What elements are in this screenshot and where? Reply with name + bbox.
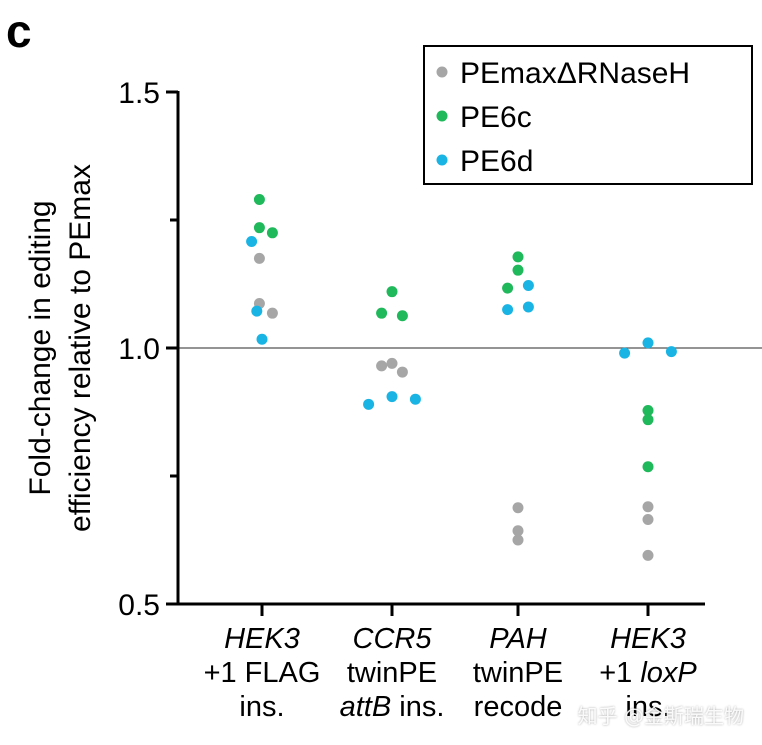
data-point: [642, 549, 654, 561]
x-tick-label: HEK3: [224, 623, 300, 655]
data-point: [266, 307, 278, 319]
data-point: [253, 194, 265, 206]
x-tick-label-segment: CCR5: [353, 623, 433, 655]
x-tick-label-segment: HEK3: [224, 623, 300, 655]
legend-box: [423, 45, 753, 185]
x-tick-label-segment: attB: [340, 691, 392, 723]
watermark: 知乎 @金斯瑞生物: [577, 704, 744, 728]
legend-entry: PEmaxΔRNaseH: [460, 57, 690, 90]
legend-entry: PE6c: [460, 101, 532, 134]
legend-marker: [436, 66, 448, 78]
x-tick-label: +1 FLAG: [204, 657, 321, 689]
x-tick-label-segment: PAH: [489, 623, 547, 655]
x-tick-label: ins.: [239, 691, 284, 723]
data-point: [642, 414, 654, 426]
x-tick-label: CCR5: [353, 623, 433, 655]
data-point: [642, 514, 654, 526]
data-point: [251, 305, 263, 317]
y-tick-label: 0.5: [118, 589, 160, 622]
data-point: [409, 393, 421, 405]
data-point: [665, 346, 677, 358]
x-tick-label-segment: twinPE: [347, 657, 437, 689]
data-point: [386, 391, 398, 403]
x-tick-label: attB ins.: [340, 691, 445, 723]
data-point: [386, 286, 398, 298]
x-tick-label-segment: +1 FLAG: [204, 657, 321, 689]
data-point: [363, 398, 375, 410]
data-point: [619, 347, 631, 359]
data-point: [266, 227, 278, 239]
legend-marker: [436, 110, 448, 122]
data-point: [522, 301, 534, 313]
legend-entry: PE6d: [460, 145, 533, 178]
x-tick-label-segment: HEK3: [610, 623, 686, 655]
y-axis-label: efficiency relative to PEmax: [64, 164, 97, 532]
data-point: [376, 360, 388, 372]
data-point: [642, 404, 654, 416]
data-point: [396, 310, 408, 322]
data-point: [522, 280, 534, 292]
x-tick-label-segment: recode: [474, 691, 563, 723]
y-tick-label: 1.0: [118, 333, 160, 366]
data-point: [512, 534, 524, 546]
data-point: [502, 304, 514, 316]
data-point: [396, 366, 408, 378]
panel-label: c: [6, 5, 32, 57]
data-point: [512, 502, 524, 514]
x-tick-label: twinPE: [473, 657, 563, 689]
x-tick-label-segment: ins.: [625, 691, 670, 723]
x-tick-label: recode: [474, 691, 563, 723]
y-axis-label: Fold-change in editing: [24, 200, 57, 495]
data-point: [246, 236, 258, 248]
data-point: [512, 525, 524, 537]
x-tick-label: HEK3: [610, 623, 686, 655]
data-point: [642, 501, 654, 513]
data-point: [376, 307, 388, 319]
x-tick-label: ins.: [625, 691, 670, 723]
x-tick-label-segment: ins.: [239, 691, 284, 723]
data-point: [253, 252, 265, 264]
data-point: [642, 461, 654, 473]
data-point: [386, 357, 398, 369]
data-point: [642, 337, 654, 349]
legend-marker: [436, 154, 448, 166]
x-tick-label-segment: +1: [599, 657, 640, 689]
data-point: [256, 333, 268, 345]
data-point: [253, 222, 265, 234]
x-tick-label: +1 loxP: [599, 657, 697, 689]
data-point: [512, 251, 524, 263]
data-point: [502, 282, 514, 294]
x-tick-label-segment: ins.: [391, 691, 444, 723]
x-tick-label-segment: twinPE: [473, 657, 563, 689]
y-tick-label: 1.5: [118, 77, 160, 110]
x-tick-label-segment: loxP: [640, 657, 697, 689]
x-tick-label: PAH: [489, 623, 547, 655]
x-tick-label: twinPE: [347, 657, 437, 689]
data-point: [512, 264, 524, 276]
